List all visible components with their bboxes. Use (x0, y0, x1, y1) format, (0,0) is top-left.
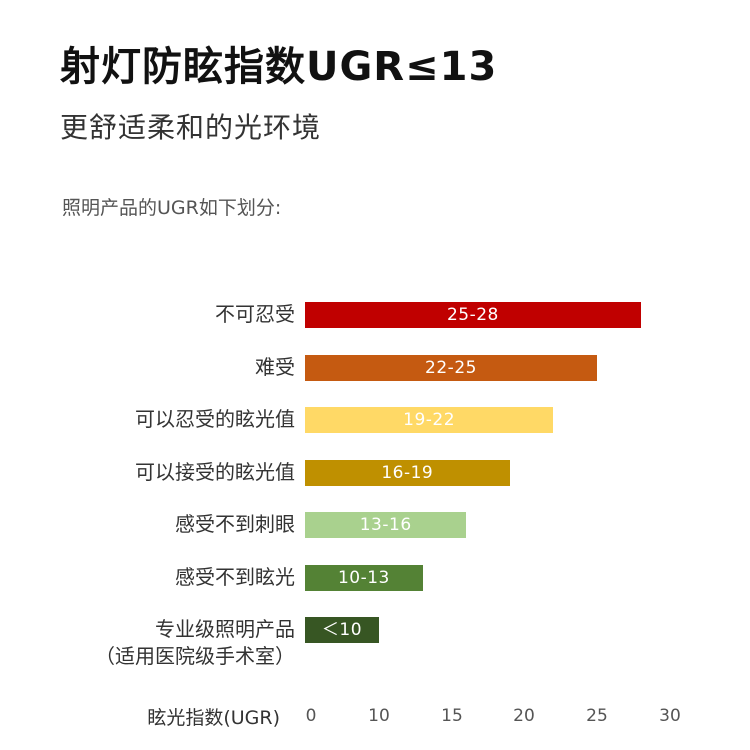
category-label: 感受不到刺眼 (175, 512, 295, 536)
bar (305, 355, 597, 381)
category-label: 难受 (255, 355, 295, 379)
bar-range-label: 16-19 (381, 463, 434, 483)
bar (305, 512, 467, 538)
bar (305, 617, 379, 643)
page-title: 射灯防眩指数UGR≤13 (60, 44, 498, 90)
x-tick-label: 0 (305, 706, 317, 726)
x-tick-label: 30 (659, 706, 681, 726)
x-tick-label: 20 (513, 706, 535, 726)
bar (305, 302, 641, 328)
bar-range-label: 10-13 (337, 568, 390, 588)
x-axis-title: 眩光指数(UGR) (147, 707, 280, 729)
bar-range-label: 25-28 (446, 305, 499, 325)
intro-text: 照明产品的UGR如下划分: (62, 197, 282, 219)
page-subtitle: 更舒适柔和的光环境 (60, 111, 322, 144)
category-label: 不可忍受 (215, 302, 295, 326)
x-tick-label: 15 (441, 706, 463, 726)
category-label: 感受不到眩光 (175, 565, 295, 589)
bar-range-label: 13-16 (359, 515, 412, 535)
x-tick-label: 10 (368, 706, 390, 726)
bar-range-label: 22-25 (425, 358, 477, 378)
category-label: 可以接受的眩光值 (135, 460, 295, 484)
category-label: 专业级照明产品 (155, 617, 295, 641)
category-label-note: （适用医院级手术室） (95, 644, 295, 668)
bar-range-label: 19-22 (403, 410, 456, 430)
bar (305, 565, 423, 591)
bar (305, 460, 510, 486)
x-tick-label: 25 (586, 706, 608, 726)
bar (305, 407, 554, 433)
category-label: 可以忍受的眩光值 (135, 407, 295, 431)
bar-range-label: ＜10 (321, 620, 363, 640)
